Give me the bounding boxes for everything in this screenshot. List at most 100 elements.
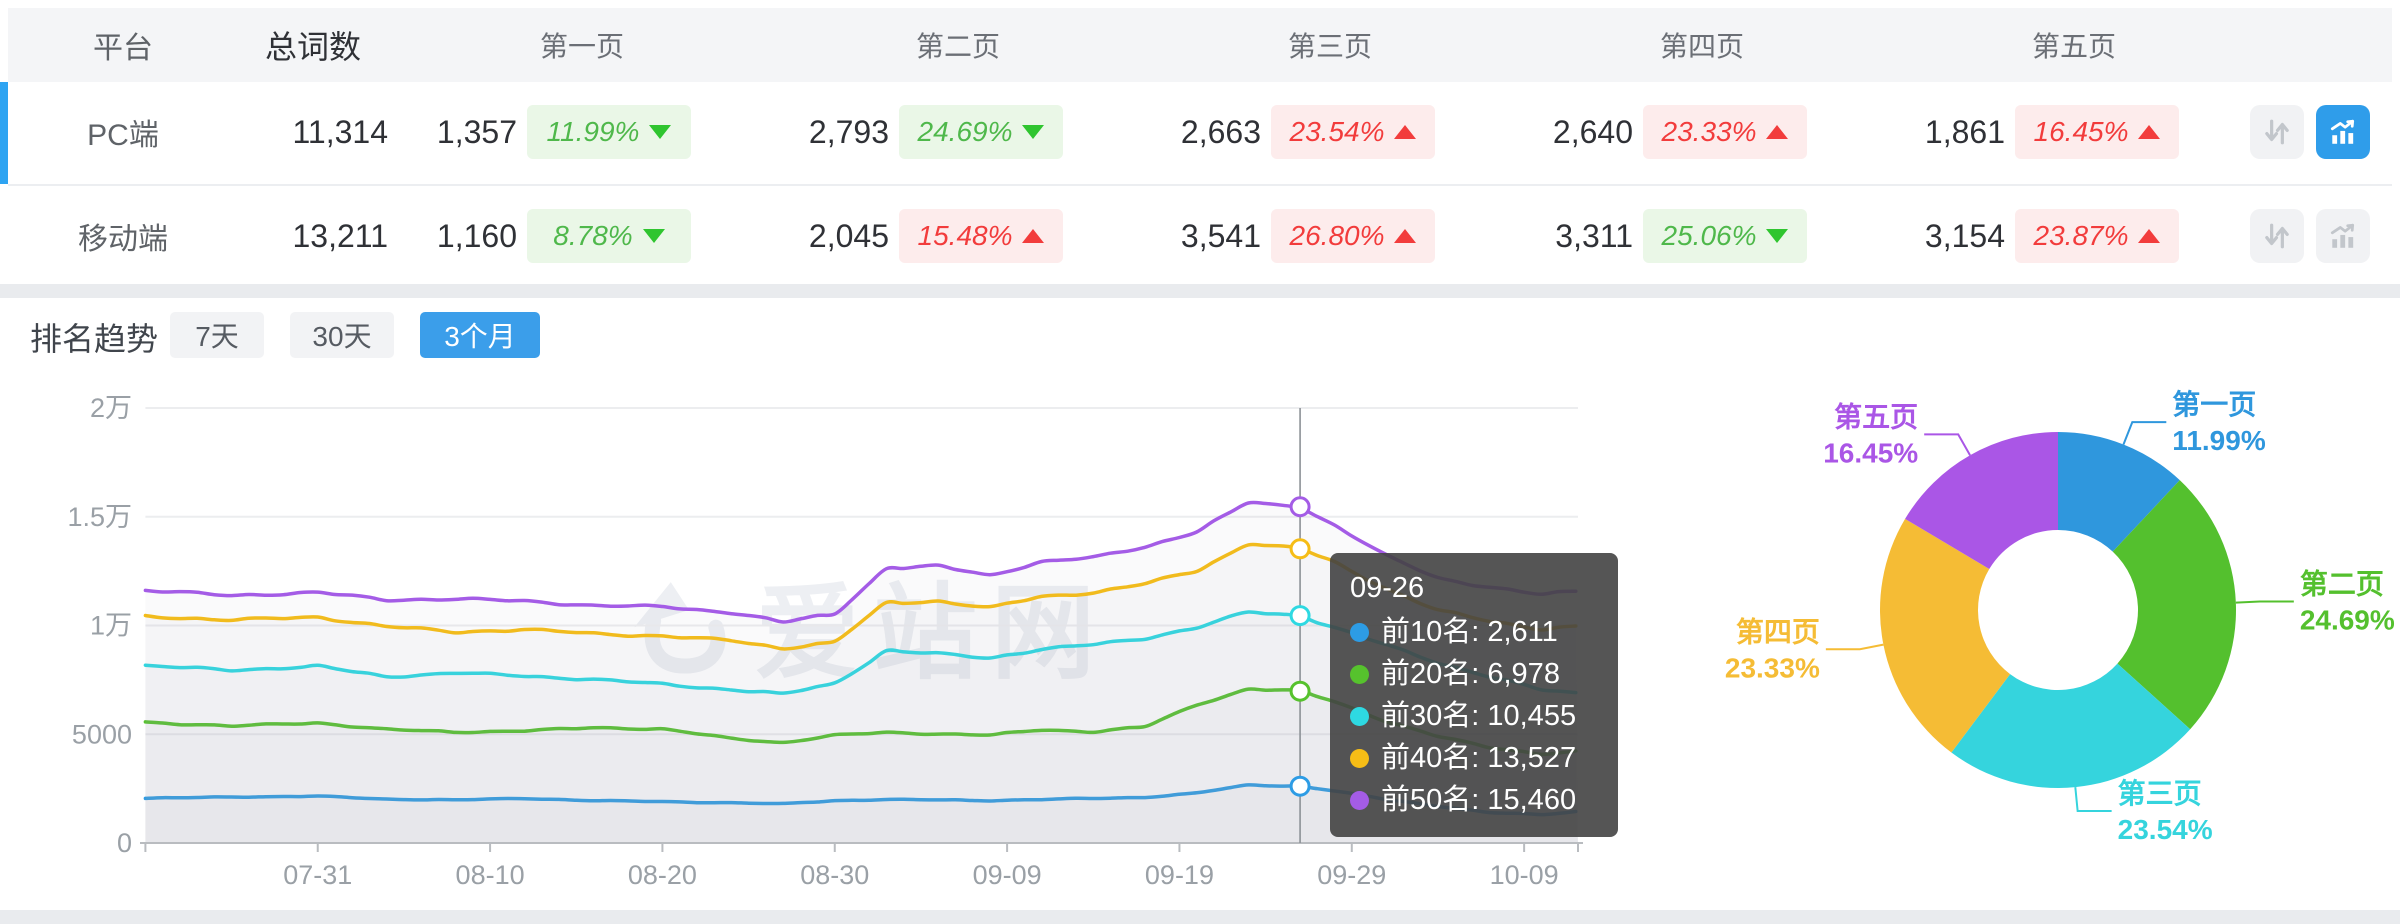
column-header-page4: 第四页 [1659, 31, 1744, 62]
svg-text:08-10: 08-10 [456, 860, 525, 890]
svg-text:0: 0 [117, 828, 132, 858]
column-header-page2: 第二页 [915, 31, 1000, 62]
tab-3-months[interactable]: 3个月 [420, 312, 540, 358]
trend-chart-button[interactable] [2316, 105, 2370, 159]
page-count: 3,154 [1924, 217, 2005, 254]
svg-text:23.54%: 23.54% [2118, 814, 2213, 845]
tooltip-value: 前30名: 10,455 [1381, 700, 1577, 732]
column-header-page5: 第五页 [2031, 31, 2116, 62]
badge-pct: 16.45% [2033, 116, 2129, 147]
series-dot-top20 [1350, 664, 1369, 684]
sort-arrows-icon [2265, 119, 2289, 145]
svg-text:16.45%: 16.45% [1823, 437, 1918, 468]
svg-text:08-20: 08-20 [628, 860, 697, 890]
total-words: 13,211 [292, 217, 389, 254]
svg-text:11.99%: 11.99% [2172, 425, 2266, 456]
column-header-page3: 第三页 [1287, 31, 1372, 62]
sort-arrows-icon [2265, 223, 2289, 249]
page-count: 1,160 [436, 217, 517, 254]
chart-tooltip: 09-26 前10名: 2,611 前20名: 6,978 前30名: 10,4… [1330, 553, 1618, 837]
change-badge: 8.78% [527, 209, 691, 263]
badge-pct: 11.99% [546, 116, 640, 147]
series-dot-top50 [1350, 790, 1369, 810]
page-count: 1,861 [1924, 113, 2005, 150]
aizhan-watermark: 爱站网 [615, 548, 1109, 699]
tooltip-row: 前50名: 15,460 [1350, 779, 1598, 821]
page5-cell: 3,154 23.87% [1824, 209, 2196, 263]
change-badge: 16.45% [2015, 105, 2179, 159]
svg-text:第二页: 第二页 [2300, 568, 2384, 600]
tooltip-row: 前40名: 13,527 [1350, 737, 1598, 779]
column-header-page1: 第一页 [539, 31, 624, 62]
badge-pct: 23.33% [1661, 116, 1757, 147]
rank-trend-line-chart[interactable]: 0 5000 1万 1.5万 2万 07-31 08-10 08-20 08-30 09-09 09… [0, 298, 1640, 910]
up-arrow-icon [2138, 229, 2161, 243]
total-words: 11,314 [292, 113, 389, 150]
platform-name: PC端 [87, 119, 159, 152]
row-actions [2196, 209, 2392, 263]
change-badge: 23.54% [1271, 105, 1435, 159]
svg-text:07-31: 07-31 [283, 860, 352, 890]
change-badge: 24.69% [899, 105, 1063, 159]
tooltip-value: 前10名: 2,611 [1381, 616, 1558, 648]
selected-row-indicator [0, 82, 8, 184]
badge-pct: 23.54% [1289, 116, 1385, 147]
aizhan-logo-icon [634, 581, 726, 673]
page-count: 3,541 [1180, 217, 1261, 254]
tooltip-date: 09-26 [1350, 572, 1425, 604]
compare-sort-button[interactable] [2250, 105, 2304, 159]
change-badge: 15.48% [899, 209, 1063, 263]
page5-cell: 1,861 16.45% [1824, 105, 2196, 159]
page1-cell: 1,160 8.78% [388, 209, 708, 263]
badge-pct: 25.06% [1661, 220, 1757, 251]
svg-text:1万: 1万 [90, 611, 132, 641]
svg-text:23.33%: 23.33% [1725, 652, 1820, 683]
down-arrow-icon [649, 125, 672, 139]
rank-trend-section: 排名趋势 7天 30天 3个月 爱站网 0 5000 1万 1.5万 2万 07-31 08… [0, 298, 2400, 910]
tab-7-days[interactable]: 7天 [170, 312, 264, 358]
page3-cell: 3,541 26.80% [1080, 209, 1452, 263]
section-divider [0, 284, 2400, 298]
up-arrow-icon [1394, 125, 1417, 139]
trend-section-title: 排名趋势 [30, 321, 159, 357]
svg-text:09-29: 09-29 [1317, 860, 1386, 890]
badge-pct: 15.48% [917, 220, 1013, 251]
down-arrow-icon [1766, 229, 1789, 243]
row-actions [2196, 105, 2392, 159]
tooltip-value: 前40名: 13,527 [1381, 742, 1577, 774]
compare-sort-button[interactable] [2250, 209, 2304, 263]
up-arrow-icon [1022, 229, 1045, 243]
up-arrow-icon [1394, 229, 1417, 243]
trend-chart-button[interactable] [2316, 209, 2370, 263]
column-header-total: 总词数 [264, 29, 361, 65]
svg-text:第三页: 第三页 [2118, 777, 2202, 809]
badge-pct: 23.87% [2033, 220, 2129, 251]
series-dot-top10 [1350, 622, 1369, 642]
bottom-divider [0, 910, 2400, 924]
tab-30-days[interactable]: 30天 [290, 312, 394, 358]
svg-text:5000: 5000 [72, 719, 132, 749]
table-row-pc[interactable]: PC端 11,314 1,357 11.99% 2,793 24.69% 2,6… [8, 82, 2392, 182]
page-share-donut-chart[interactable]: 第一页 11.99% 第二页 24.69% 第三页 23.54% 第四页 23.33% 第五页 1… [1640, 298, 2400, 910]
up-arrow-icon [1766, 125, 1789, 139]
page-count: 2,045 [808, 217, 889, 254]
change-badge: 25.06% [1643, 209, 1807, 263]
svg-text:08-30: 08-30 [800, 860, 869, 890]
badge-pct: 24.69% [917, 116, 1013, 147]
down-arrow-icon [1022, 125, 1045, 139]
svg-text:第五页: 第五页 [1834, 400, 1918, 432]
trend-chart-icon [2330, 119, 2355, 144]
svg-text:第四页: 第四页 [1736, 615, 1820, 647]
tooltip-value: 前50名: 15,460 [1381, 784, 1577, 816]
tooltip-row: 前10名: 2,611 [1350, 611, 1598, 653]
tooltip-row: 前30名: 10,455 [1350, 695, 1598, 737]
column-header-platform: 平台 [93, 32, 153, 65]
table-row-mobile[interactable]: 移动端 13,211 1,160 8.78% 2,045 15.48% 3,54… [8, 184, 2392, 286]
change-badge: 11.99% [527, 105, 691, 159]
change-badge: 26.80% [1271, 209, 1435, 263]
change-badge: 23.33% [1643, 105, 1807, 159]
page4-cell: 3,311 25.06% [1452, 209, 1824, 263]
page1-cell: 1,357 11.99% [388, 105, 708, 159]
page2-cell: 2,045 15.48% [708, 209, 1080, 263]
page-count: 2,640 [1552, 113, 1633, 150]
